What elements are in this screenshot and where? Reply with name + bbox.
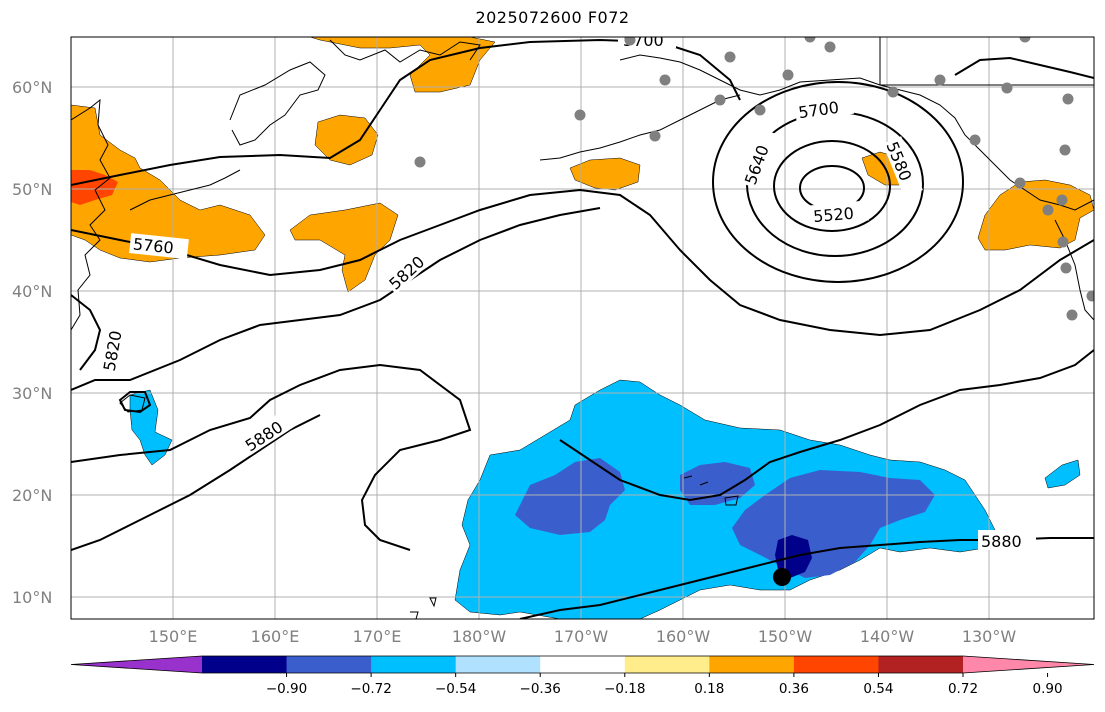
colorbar-segment xyxy=(709,656,795,673)
lon-label: 180°W xyxy=(452,627,507,646)
lon-label: 150°E xyxy=(149,627,198,646)
lon-label: 170°E xyxy=(353,627,402,646)
lon-label: 160°W xyxy=(656,627,711,646)
colorbar-tick-label: 0.36 xyxy=(779,681,809,697)
colorbar-outline xyxy=(70,655,1095,674)
colorbar-tick-label: 0.18 xyxy=(694,681,724,697)
lat-label: 40°N xyxy=(12,282,52,301)
longitude-labels: 150°E 160°E 170°E 180°W 170°W 160°W 150°… xyxy=(149,627,1017,646)
coastlines xyxy=(71,37,1094,619)
lat-label: 30°N xyxy=(12,384,52,403)
lat-label: 60°N xyxy=(12,78,52,97)
colorbar-tick-label: −0.72 xyxy=(350,681,391,697)
lon-label: 130°W xyxy=(962,627,1017,646)
colorbar-extend-max xyxy=(963,656,1094,673)
colorbar-tick-label: −0.18 xyxy=(604,681,645,697)
colorbar-segment xyxy=(286,656,372,673)
map-panel: 5700 5700 5640 5580 5520 5760 5820 5820 … xyxy=(71,37,1094,619)
contour-label: 5760 xyxy=(132,234,174,257)
positive-anomaly-fills xyxy=(71,37,1094,293)
lon-label: 150°W xyxy=(758,627,813,646)
lat-label: 20°N xyxy=(12,486,52,505)
lon-label: 160°E xyxy=(251,627,300,646)
latitude-labels: 60°N 50°N 40°N 30°N 20°N 10°N xyxy=(12,78,52,607)
lat-label: 10°N xyxy=(12,588,52,607)
colorbar-tick-label: −0.54 xyxy=(435,681,476,697)
lon-label: 140°W xyxy=(860,627,915,646)
station-dots xyxy=(414,37,1094,321)
colorbar-tick-label: −0.90 xyxy=(266,681,307,697)
colorbar-tick-label: 0.72 xyxy=(948,681,978,697)
colorbar-tick-label: 0.90 xyxy=(1033,681,1063,697)
lat-label: 50°N xyxy=(12,180,52,199)
map-frame xyxy=(70,36,1095,620)
colorbar-segment xyxy=(878,656,964,673)
storm-center-marker xyxy=(773,568,791,586)
colorbar-tick-label: −0.36 xyxy=(520,681,561,697)
colorbar-segment xyxy=(624,656,710,673)
colorbar-tick-label: 0.54 xyxy=(863,681,893,697)
map-title: 2025072600 F072 xyxy=(475,8,630,27)
contour-label: 5520 xyxy=(812,204,854,226)
colorbar-segment xyxy=(202,656,288,673)
contour-label: 5880 xyxy=(981,532,1022,551)
colorbar: −0.90 −0.72 −0.54 −0.36 −0.18 0.18 0.36 0.54 0.7… xyxy=(70,655,1095,697)
colorbar-segment xyxy=(793,656,879,673)
colorbar-segment xyxy=(371,656,457,673)
lon-label: 170°W xyxy=(554,627,609,646)
colorbar-segment xyxy=(540,656,626,673)
colorbar-segment xyxy=(455,656,541,673)
colorbar-extend-min xyxy=(71,656,202,673)
